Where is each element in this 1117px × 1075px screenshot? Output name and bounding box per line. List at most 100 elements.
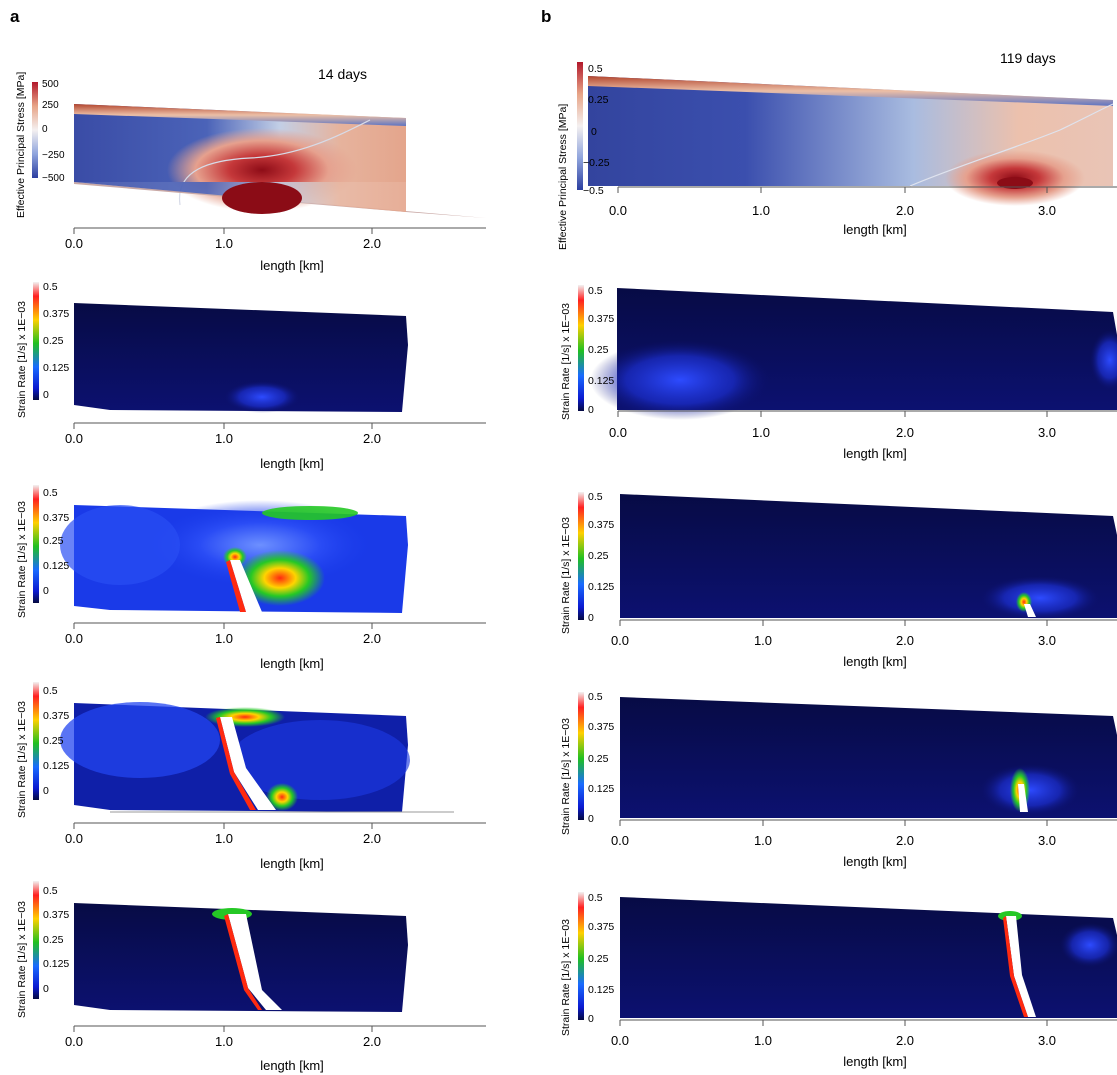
x-tick-label: 1.0 xyxy=(215,631,233,646)
x-tick-label: 1.0 xyxy=(215,236,233,251)
x-tick-label: 2.0 xyxy=(896,833,914,848)
x-tick-label: 2.0 xyxy=(363,831,381,846)
stress-contour-a xyxy=(179,119,371,206)
stress-cbar-tick: 0 xyxy=(591,126,597,138)
x-axis-label: length [km] xyxy=(260,1058,324,1073)
x-axis-label: length [km] xyxy=(843,446,907,461)
strain-fault-edge xyxy=(226,560,246,612)
x-axis-label: length [km] xyxy=(260,856,324,871)
strain-cbar-label: Strain Rate [1/s] x 1E−03 xyxy=(560,919,572,1036)
strain-cbar-tick: 0.125 xyxy=(588,984,614,996)
stress-cbar-tick: 500 xyxy=(42,79,59,90)
x-tick-label: 2.0 xyxy=(896,633,914,648)
panel-b-strain-3: 0.5 0.375 0.25 0.125 0 Strain Rate [1/s]… xyxy=(560,691,1117,869)
stress-top-band-b xyxy=(588,76,1113,106)
x-tick-label: 0.0 xyxy=(609,203,627,218)
x-tick-label: 3.0 xyxy=(1038,203,1056,218)
x-axis-label: length [km] xyxy=(843,854,907,869)
stress-cbar-tick: −0.5 xyxy=(583,185,604,197)
x-tick-label: 2.0 xyxy=(363,1034,381,1049)
strain-green-streak xyxy=(235,550,325,606)
strain-fault-white xyxy=(1024,604,1036,617)
x-axis-label: length [km] xyxy=(843,222,907,237)
strain-green-top xyxy=(205,707,285,727)
x-tick-label: 2.0 xyxy=(896,203,914,218)
strain-cbar-tick: 0.375 xyxy=(588,519,614,531)
stress-cbar-tick: 250 xyxy=(42,100,59,111)
x-tick-label: 1.0 xyxy=(754,633,772,648)
strain-colorbar xyxy=(33,282,39,400)
strain-cbar-tick: 0.375 xyxy=(43,308,69,320)
strain-fault-white xyxy=(220,717,276,810)
strain-cbar-tick: 0.25 xyxy=(43,535,64,547)
strain-colorbar xyxy=(578,285,584,411)
strain-blue-patch xyxy=(980,576,1100,620)
strain-cbar-tick: 0.25 xyxy=(43,335,64,347)
stress-hotspot-core-b xyxy=(997,177,1033,189)
strain-cbar-tick: 0.125 xyxy=(43,760,69,772)
strain-cbar-tick: 0.25 xyxy=(588,344,609,356)
strain-blue-patch xyxy=(590,340,770,420)
x-axis-label: length [km] xyxy=(843,1054,907,1069)
strain-cbar-tick: 0 xyxy=(43,785,49,797)
stress-top-band-a xyxy=(74,104,406,126)
x-tick-label: 3.0 xyxy=(1038,425,1056,440)
strain-cbar-tick: 0.5 xyxy=(588,491,603,503)
x-axis-label: length [km] xyxy=(260,258,324,273)
strain-fault-white xyxy=(1018,784,1028,812)
strain-cbar-label: Strain Rate [1/s] x 1E−03 xyxy=(560,517,572,634)
strain-cbar-label: Strain Rate [1/s] x 1E−03 xyxy=(16,501,28,618)
x-tick-label: 0.0 xyxy=(65,1034,83,1049)
strain-colorbar xyxy=(578,692,584,820)
panel-a-strain-4: 0.5 0.375 0.25 0.125 0 Strain Rate [1/s]… xyxy=(16,881,486,1073)
column-b-letter: b xyxy=(541,7,551,26)
strain-fault-white xyxy=(1006,916,1036,1017)
stress-cbar-tick: −250 xyxy=(42,150,65,161)
stress-colorbar-a xyxy=(32,82,38,178)
strain-cbar-tick: 0.25 xyxy=(43,934,64,946)
strain-cbar-tick: 0.125 xyxy=(588,783,614,795)
strain-fault-edge xyxy=(216,717,256,810)
x-tick-label: 3.0 xyxy=(1038,833,1056,848)
stress-cbar-tick: 0.25 xyxy=(588,94,609,106)
stress-colorbar-b xyxy=(577,62,583,190)
strain-cbar-label: Strain Rate [1/s] x 1E−03 xyxy=(560,718,572,835)
column-a-time-label: 14 days xyxy=(318,66,367,82)
x-tick-label: 3.0 xyxy=(1038,1033,1056,1048)
strain-cbar-tick: 0.5 xyxy=(43,885,58,897)
strain-colorbar xyxy=(33,881,39,999)
x-tick-label: 1.0 xyxy=(752,203,770,218)
stress-cbar-label: Effective Principal Stress [MPa] xyxy=(15,72,27,218)
x-tick-label: 0.0 xyxy=(611,633,629,648)
panel-a-stress: 500 250 0 −250 −500 Effective Principal … xyxy=(15,72,486,273)
strain-cbar-tick: 0.375 xyxy=(43,710,69,722)
column-a-letter: a xyxy=(10,7,20,26)
x-tick-label: 0.0 xyxy=(65,631,83,646)
panel-b-stress: 0.5 0.25 0 −0.25 −0.5 Effective Principa… xyxy=(557,62,1117,250)
strain-colorbar xyxy=(33,682,39,800)
x-tick-label: 0.0 xyxy=(611,1033,629,1048)
strain-cbar-tick: 0.375 xyxy=(588,721,614,733)
strain-cbar-tick: 0.5 xyxy=(588,892,603,904)
strain-cbar-tick: 0.375 xyxy=(588,313,614,325)
strain-bright-region xyxy=(230,720,410,800)
stress-cbar-tick: −500 xyxy=(42,173,65,184)
strain-cbar-tick: 0.5 xyxy=(588,691,603,703)
strain-field xyxy=(74,303,408,412)
x-tick-label: 1.0 xyxy=(215,831,233,846)
strain-fault-edge xyxy=(224,914,262,1010)
x-tick-label: 0.0 xyxy=(65,236,83,251)
strain-cbar-tick: 0.5 xyxy=(43,685,58,697)
x-tick-label: 3.0 xyxy=(1038,633,1056,648)
strain-blue-patch xyxy=(224,381,300,413)
panel-a-strain-1: 0.5 0.375 0.25 0.125 0 Strain Rate [1/s]… xyxy=(16,281,486,471)
strain-cbar-tick: 0.5 xyxy=(43,281,58,293)
strain-colorbar xyxy=(578,492,584,620)
strain-cbar-tick: 0.125 xyxy=(43,958,69,970)
panel-a-strain-2: 0.5 0.375 0.25 0.125 0 Strain Rate [1/s]… xyxy=(16,485,486,671)
strain-cbar-label: Strain Rate [1/s] x 1E−03 xyxy=(16,901,28,1018)
strain-cbar-tick: 0.25 xyxy=(588,550,609,562)
x-tick-label: 1.0 xyxy=(752,425,770,440)
x-tick-label: 1.0 xyxy=(754,833,772,848)
stress-cbar-tick: −0.25 xyxy=(583,157,610,169)
